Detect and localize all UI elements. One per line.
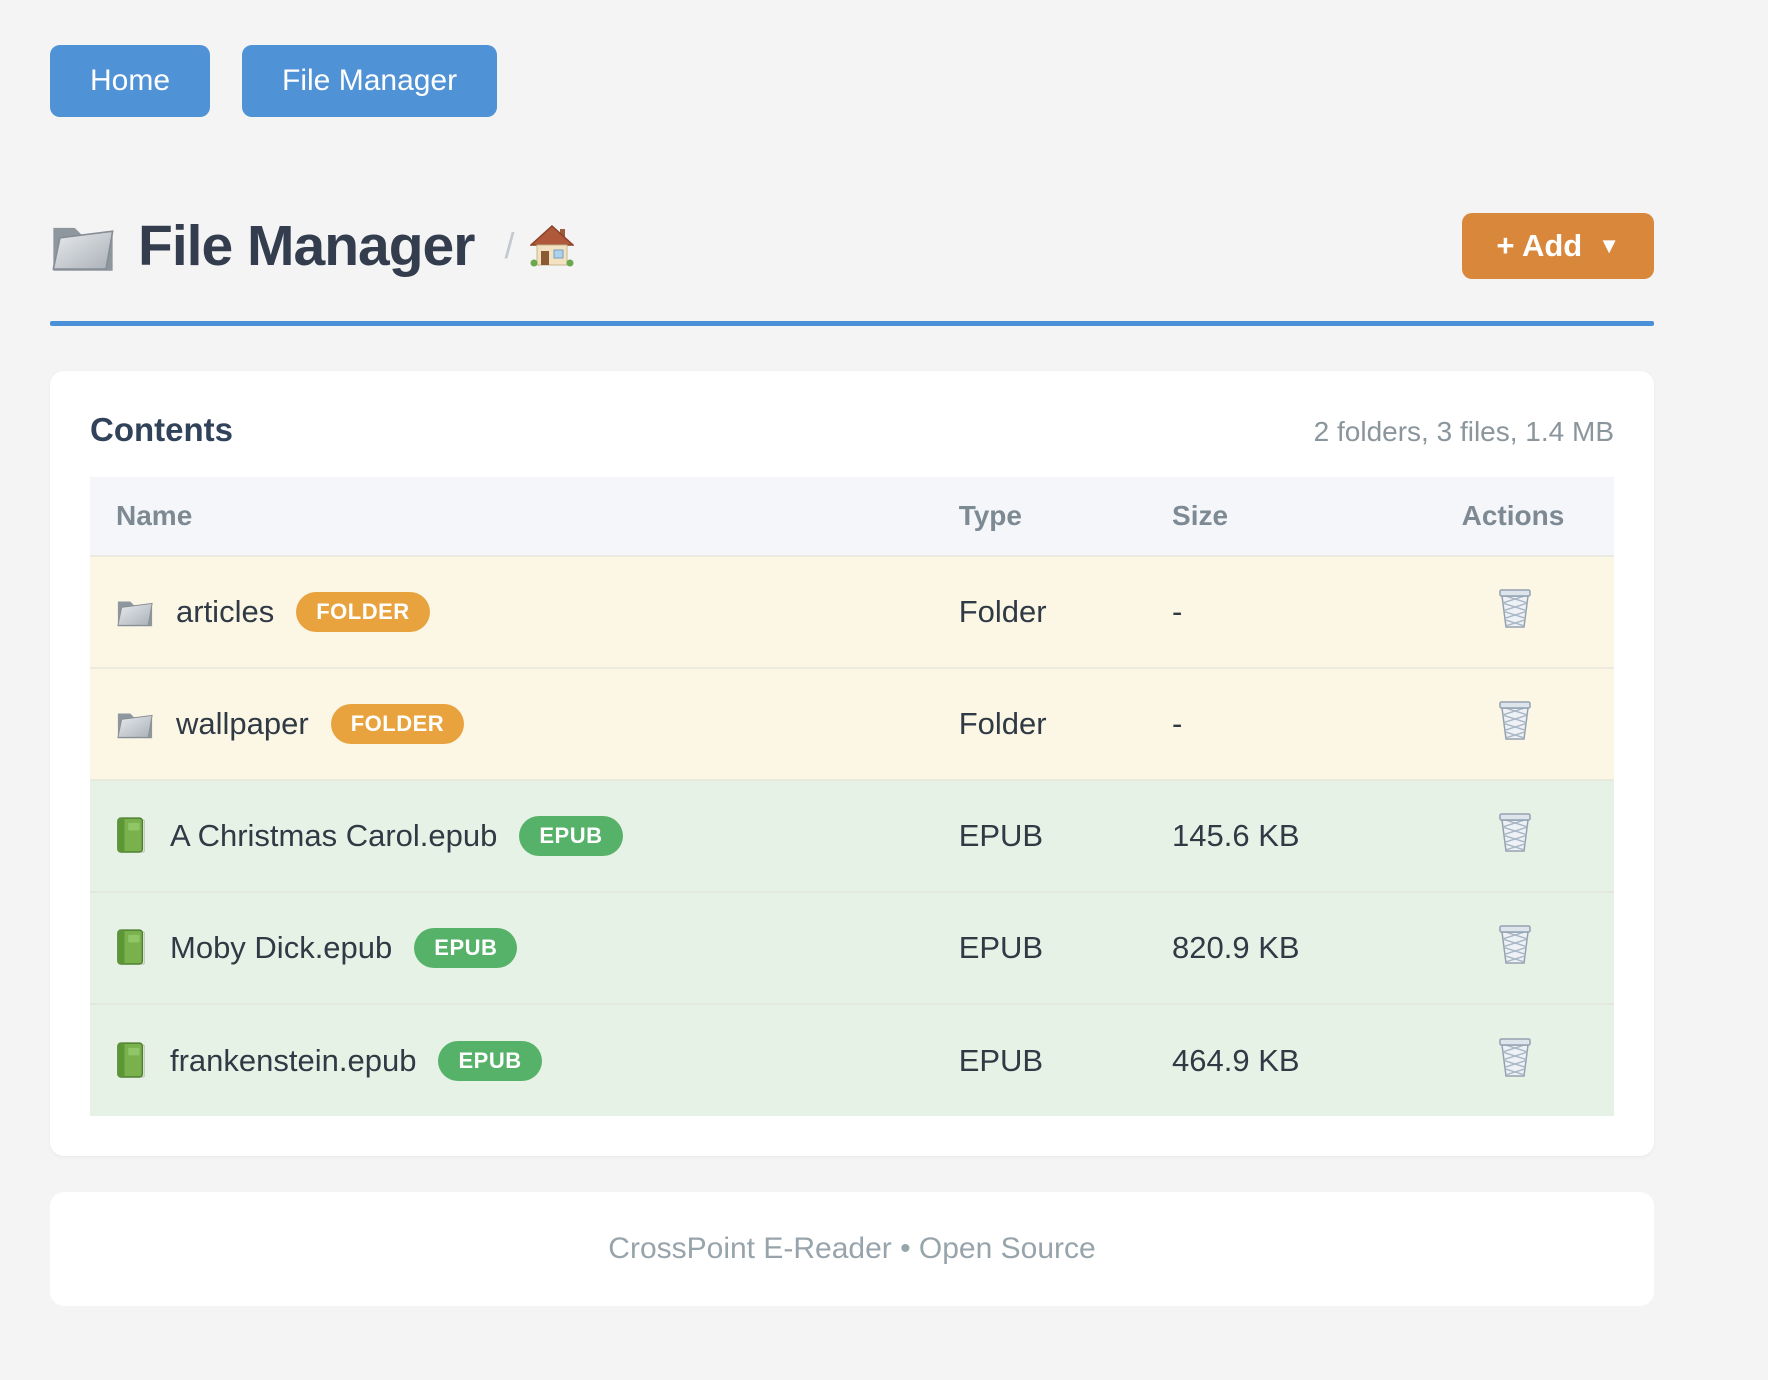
green-book-icon — [116, 929, 148, 967]
epub-badge: EPUB — [519, 816, 623, 856]
folder-name-link[interactable]: wallpaper — [176, 706, 309, 741]
folder-name-link[interactable]: articles — [176, 594, 275, 629]
add-button[interactable]: + Add ▼ — [1462, 213, 1654, 279]
size-cell: 145.6 KB — [1172, 818, 1300, 853]
top-nav: Home File Manager — [50, 45, 1654, 117]
green-book-icon — [116, 1041, 148, 1080]
green-book-icon — [116, 817, 148, 855]
epub-badge: EPUB — [438, 1040, 542, 1081]
contents-summary: 2 folders, 3 files, 1.4 MB — [1313, 416, 1614, 447]
delete-button[interactable] — [1462, 1036, 1534, 1078]
breadcrumb: / — [504, 225, 575, 267]
table-row: wallpaper FOLDER Folder - — [90, 668, 1614, 780]
delete-button[interactable] — [1462, 699, 1534, 741]
column-header-actions: Actions — [1461, 500, 1565, 531]
size-cell: 820.9 KB — [1172, 930, 1300, 965]
home-button[interactable]: Home — [50, 45, 211, 117]
footer: CrossPoint E-Reader • Open Source — [50, 1192, 1654, 1306]
breadcrumb-separator: / — [504, 225, 515, 266]
file-manager-button[interactable]: File Manager — [242, 45, 498, 117]
table-header-row: Name Type Size Actions — [90, 477, 1614, 556]
file-name-link[interactable]: frankenstein.epub — [170, 1042, 417, 1078]
column-header-type: Type — [958, 500, 1022, 531]
add-button-label: + Add — [1496, 228, 1583, 263]
page-header: File Manager / + Add ▼ — [50, 213, 1654, 279]
home-icon[interactable] — [530, 225, 575, 267]
file-manager-page: Home File Manager File Manager / + Add ▼ — [50, 45, 1654, 1306]
folder-icon — [50, 218, 116, 274]
page-title: File Manager — [138, 214, 475, 278]
chevron-down-icon: ▼ — [1598, 233, 1620, 258]
delete-button[interactable] — [1462, 587, 1534, 629]
folder-badge: FOLDER — [296, 592, 430, 632]
type-cell: EPUB — [958, 930, 1044, 965]
file-name-link[interactable]: A Christmas Carol.epub — [170, 818, 498, 853]
table-row: articles FOLDER Folder - — [90, 556, 1614, 668]
folder-badge: FOLDER — [330, 704, 465, 744]
type-cell: Folder — [958, 594, 1047, 629]
footer-text: CrossPoint E-Reader • Open Source — [608, 1232, 1096, 1265]
table-row: frankenstein.epub EPUB EPUB 464.9 KB — [90, 1004, 1614, 1116]
folder-icon — [116, 595, 154, 629]
type-cell: EPUB — [958, 1042, 1044, 1078]
contents-card: Contents 2 folders, 3 files, 1.4 MB Name… — [50, 371, 1654, 1156]
file-table: Name Type Size Actions articles FOLDER F… — [90, 477, 1614, 1116]
epub-badge: EPUB — [414, 928, 518, 968]
file-name-link[interactable]: Moby Dick.epub — [170, 930, 393, 965]
table-row: Moby Dick.epub EPUB EPUB 820.9 KB — [90, 892, 1614, 1004]
type-cell: EPUB — [958, 818, 1044, 853]
size-cell: 464.9 KB — [1172, 1042, 1300, 1078]
table-row: A Christmas Carol.epub EPUB EPUB 145.6 K… — [90, 780, 1614, 892]
size-cell: - — [1172, 594, 1183, 629]
column-header-name: Name — [116, 500, 193, 531]
contents-heading: Contents — [90, 411, 233, 448]
delete-button[interactable] — [1462, 923, 1534, 965]
header-divider — [50, 321, 1654, 326]
delete-button[interactable] — [1462, 811, 1534, 853]
folder-icon — [116, 707, 154, 741]
size-cell: - — [1172, 706, 1183, 741]
type-cell: Folder — [958, 706, 1047, 741]
column-header-size: Size — [1172, 500, 1229, 531]
